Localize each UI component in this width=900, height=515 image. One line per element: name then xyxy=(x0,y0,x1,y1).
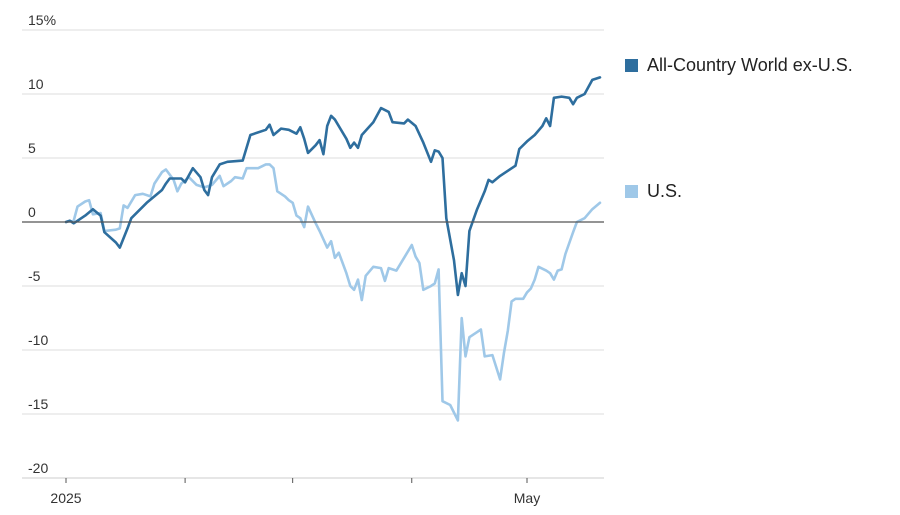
y-tick-label: 5 xyxy=(28,140,36,156)
legend-label-us: U.S. xyxy=(647,181,683,201)
series-line-us xyxy=(64,163,602,422)
y-tick-label: -10 xyxy=(28,332,48,348)
legend-label-acwx: All-Country World ex-U.S. xyxy=(647,55,853,75)
y-tick-label: -20 xyxy=(28,460,48,476)
y-tick-label: -5 xyxy=(28,268,41,284)
y-tick-label: 0 xyxy=(28,204,36,220)
x-tick-label: 2025 xyxy=(50,490,81,506)
series-lines xyxy=(22,76,604,422)
y-tick-label: -15 xyxy=(28,396,48,412)
x-axis: 2025 May xyxy=(22,477,604,506)
y-tick-label: 15% xyxy=(28,12,56,28)
x-tick-label: May xyxy=(514,490,540,506)
gridlines xyxy=(22,29,604,415)
legend-item-us: U.S. xyxy=(625,181,682,202)
y-axis-labels: 15% 10 5 0 -5 -10 -15 -20 xyxy=(28,12,56,476)
y-tick-label: 10 xyxy=(28,76,44,92)
legend-item-acwx: All-Country World ex-U.S. xyxy=(625,55,853,76)
series-line-acwx xyxy=(64,76,602,297)
legend-swatch-acwx xyxy=(625,59,638,72)
legend-swatch-us xyxy=(625,185,638,198)
